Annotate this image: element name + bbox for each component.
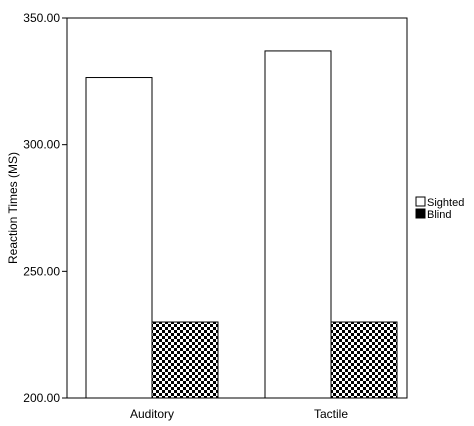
y-axis-title: Reaction Times (MS) [6, 152, 20, 264]
bar-blind-auditory [151, 321, 219, 399]
legend-swatch-sighted [415, 196, 426, 207]
bar-sighted-tactile [264, 50, 332, 399]
x-tick-label: Tactile [314, 407, 348, 421]
x-tick-label: Auditory [130, 407, 174, 421]
plot-area-frame [66, 17, 408, 399]
y-tick-label: 250.00 [23, 264, 60, 278]
y-tick-label: 350.00 [23, 11, 60, 25]
legend-label-blind: Blind [427, 209, 451, 221]
legend-swatch-blind [415, 208, 426, 219]
y-tick-label: 200.00 [23, 391, 60, 405]
bar-blind-tactile [330, 321, 398, 399]
y-tick-label: 300.00 [23, 138, 60, 152]
legend-label-sighted: Sighted [427, 197, 464, 209]
bar-sighted-auditory [85, 77, 153, 399]
legend: Sighted Blind [415, 196, 464, 221]
